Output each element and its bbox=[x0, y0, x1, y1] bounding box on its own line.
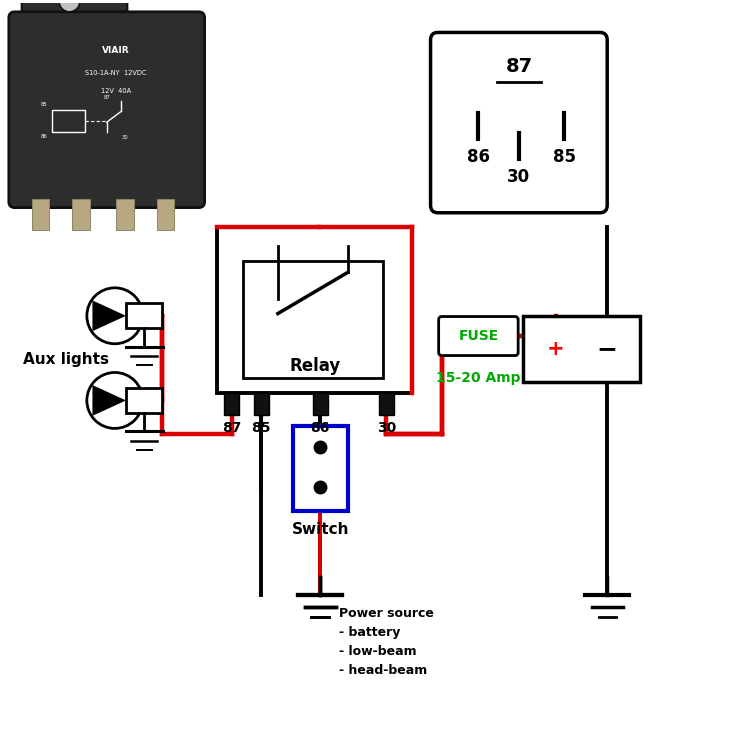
Bar bbox=[254, 393, 269, 416]
Text: S10-1A-NY  12VDC: S10-1A-NY 12VDC bbox=[85, 70, 146, 76]
Bar bbox=[157, 199, 174, 230]
Bar bbox=[116, 199, 134, 230]
Bar bbox=[243, 260, 383, 378]
Polygon shape bbox=[93, 385, 126, 416]
Bar bbox=[224, 393, 239, 416]
Text: +: + bbox=[547, 339, 565, 359]
Bar bbox=[379, 393, 394, 416]
Text: 30: 30 bbox=[121, 135, 128, 140]
Text: 30: 30 bbox=[377, 421, 396, 435]
Circle shape bbox=[87, 288, 143, 344]
Bar bbox=[523, 316, 640, 382]
Text: VIAIR: VIAIR bbox=[102, 46, 130, 56]
Bar bbox=[126, 388, 163, 413]
Bar bbox=[217, 228, 412, 393]
Text: Switch: Switch bbox=[291, 522, 349, 537]
Text: 85: 85 bbox=[553, 148, 576, 166]
Bar bbox=[292, 426, 347, 510]
FancyBboxPatch shape bbox=[439, 317, 518, 355]
Text: 86: 86 bbox=[41, 134, 48, 139]
Bar bbox=[72, 199, 90, 230]
Text: 30: 30 bbox=[507, 168, 531, 186]
Circle shape bbox=[59, 0, 79, 12]
Text: FUSE: FUSE bbox=[459, 329, 498, 343]
Text: Power source
- battery
- low-beam
- head-beam: Power source - battery - low-beam - head… bbox=[339, 606, 434, 677]
Text: 86: 86 bbox=[311, 421, 330, 435]
Text: −: − bbox=[597, 337, 618, 361]
FancyBboxPatch shape bbox=[22, 0, 127, 20]
Text: 85: 85 bbox=[252, 421, 271, 435]
Polygon shape bbox=[93, 301, 126, 331]
Bar bbox=[126, 303, 163, 329]
FancyBboxPatch shape bbox=[431, 33, 607, 213]
Bar bbox=[313, 393, 328, 416]
Text: 15-20 Amp: 15-20 Amp bbox=[436, 371, 520, 385]
FancyBboxPatch shape bbox=[9, 12, 205, 208]
Text: 85: 85 bbox=[41, 102, 48, 107]
Text: 87: 87 bbox=[103, 95, 110, 99]
Circle shape bbox=[87, 372, 143, 428]
Text: 12V  40A: 12V 40A bbox=[101, 88, 131, 94]
Text: 87: 87 bbox=[222, 421, 241, 435]
Bar bbox=[52, 110, 85, 132]
Text: Aux lights: Aux lights bbox=[24, 352, 109, 367]
Text: 86: 86 bbox=[467, 148, 490, 166]
Text: Relay: Relay bbox=[289, 357, 340, 375]
Text: 87: 87 bbox=[506, 57, 532, 76]
Bar bbox=[32, 199, 49, 230]
